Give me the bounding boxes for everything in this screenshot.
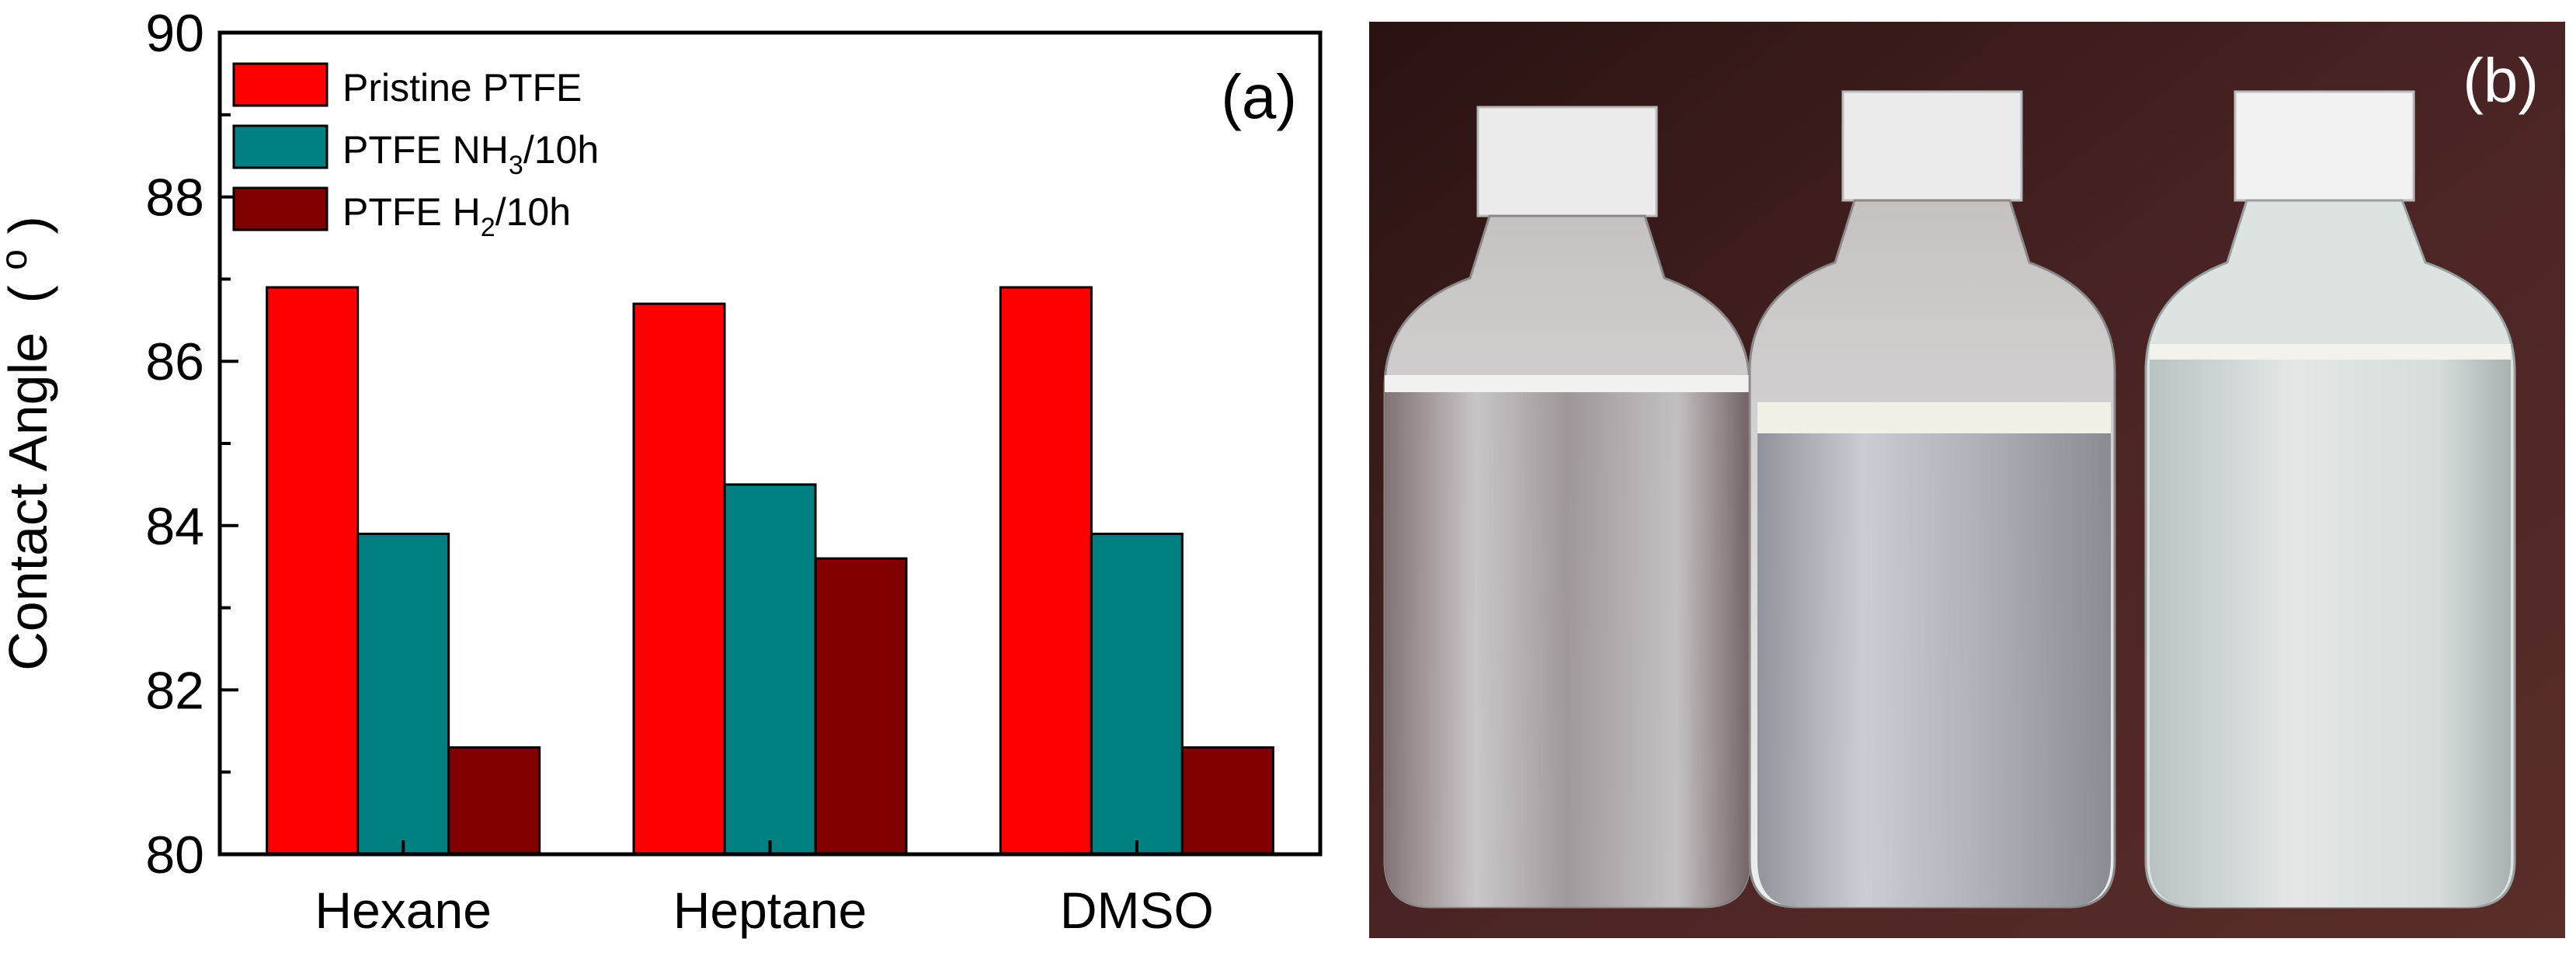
y-axis-label-text: Contact Angle [0,332,58,671]
bottle-1-surface [1385,375,1750,392]
x-tick-label: Heptane [673,881,867,939]
y-tick-label: 80 [145,826,204,885]
bottle-2-surface-layer [1757,402,2111,433]
y-tick-label: 84 [145,497,204,556]
bottle-2 [1748,90,2116,909]
y-tick-label: 88 [145,169,204,228]
legend-label-2: PTFE NH3/10h [342,128,599,180]
y-axis-label-unit-open: ( [0,285,58,303]
bottle-3-surface [2150,344,2511,360]
bottle-2-liquid [1757,426,2111,907]
bar-dmso-series-2 [1090,532,1184,856]
bar-hexane-series-1 [266,286,360,856]
legend-label-1: Pristine PTFE [342,66,582,110]
y-axis-label-unit-close: ) [0,216,58,234]
bar-dmso-series-3 [1180,746,1274,856]
panel-label-a: (a) [1221,62,1297,131]
y-axis-label-unit-sup: o [0,249,35,270]
bottle-1-cap [1476,106,1658,217]
y-tick-label: 82 [145,661,204,720]
bottle-3-liquid [2150,356,2511,907]
legend-swatch-3 [232,186,329,231]
bottle-3 [2144,90,2516,909]
x-tick-label: Hexane [315,881,492,939]
y-tick-label: 86 [145,332,204,391]
bar-heptane-series-3 [814,557,908,856]
legend-swatch-1 [232,62,329,107]
bar-chart: 80 82 84 86 88 90 Hexane Heptane DMSO Pristine … [0,4,1323,939]
bar-dmso-series-1 [999,286,1093,856]
bars-group [266,286,1274,856]
legend: Pristine PTFE PTFE NH3/10h PTFE H2/10h [232,62,599,242]
legend-swatch-2 [232,124,329,169]
bar-heptane-series-1 [632,302,726,856]
bottles-photo: (b) [1369,22,2565,938]
panel-label-b: (b) [2463,46,2539,115]
y-axis-ticks: 80 82 84 86 88 90 [145,4,238,885]
bar-heptane-series-2 [723,483,817,856]
x-axis-ticks: Hexane Heptane DMSO [315,840,1214,939]
bottle-1-liquid [1385,387,1750,907]
bottle-1 [1383,106,1751,909]
bar-hexane-series-3 [447,746,541,856]
bottle-2-cap [1841,90,2023,202]
bottles-illustration [1369,22,2565,938]
bottle-3-cap [2234,90,2415,202]
bar-hexane-series-2 [356,532,450,856]
x-tick-label: DMSO [1060,881,1214,939]
legend-label-3: PTFE H2/10h [342,190,571,242]
plot-frame [217,30,1323,857]
y-axis-label: Contact Angle ( o ) [0,216,58,671]
y-tick-label: 90 [145,4,204,63]
